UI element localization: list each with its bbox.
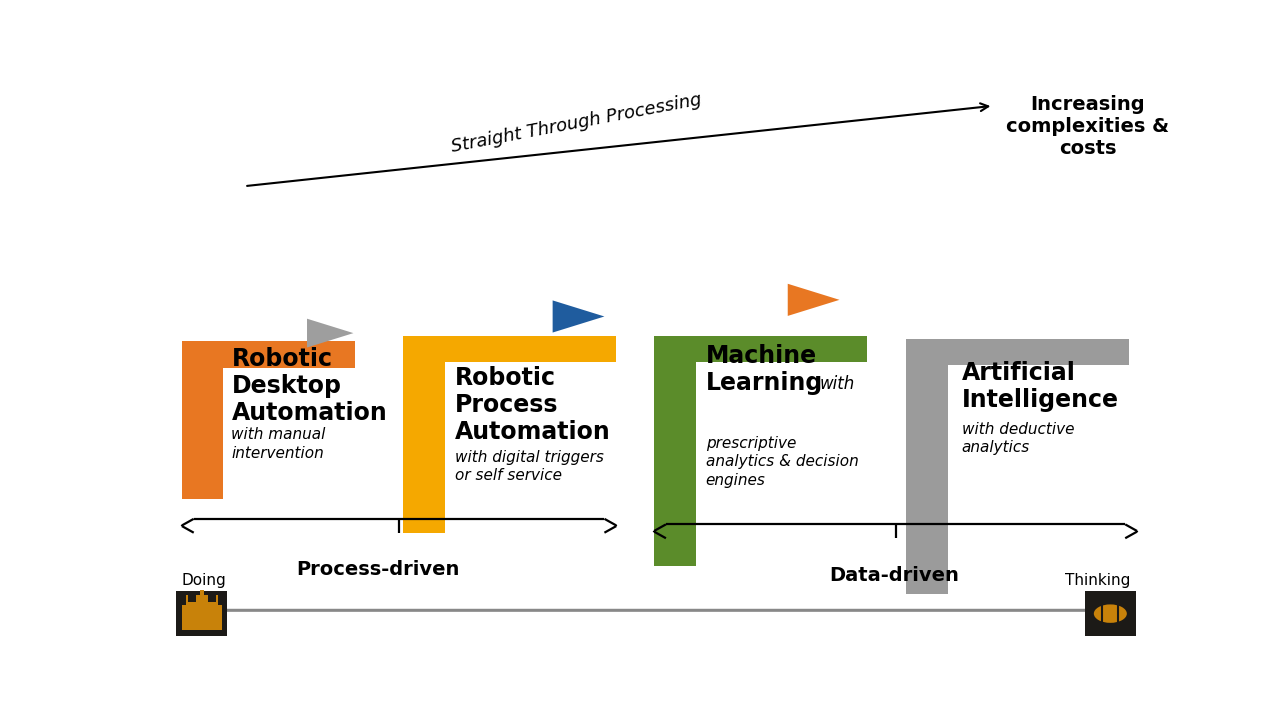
- Bar: [906, 338, 1129, 365]
- Text: Machine
Learning: Machine Learning: [705, 344, 823, 395]
- Circle shape: [1094, 604, 1126, 623]
- Polygon shape: [307, 319, 353, 348]
- Text: Process-driven: Process-driven: [297, 560, 460, 580]
- Bar: [1084, 591, 1137, 636]
- Text: Increasing
complexities &
costs: Increasing complexities & costs: [1006, 95, 1169, 158]
- Text: Straight Through Processing: Straight Through Processing: [449, 90, 704, 156]
- Bar: [207, 593, 215, 603]
- Text: Doing: Doing: [182, 573, 227, 588]
- Bar: [654, 336, 868, 362]
- Text: Artificial
Intelligence: Artificial Intelligence: [961, 361, 1119, 412]
- Bar: [175, 591, 228, 636]
- Bar: [186, 595, 218, 605]
- Bar: [182, 341, 224, 500]
- Bar: [182, 605, 221, 630]
- Bar: [403, 336, 444, 533]
- Text: with manual
intervention: with manual intervention: [232, 428, 326, 461]
- Text: with deductive
analytics: with deductive analytics: [961, 422, 1074, 456]
- Text: with: with: [819, 374, 855, 392]
- Text: Robotic
Process
Automation: Robotic Process Automation: [454, 366, 611, 444]
- Bar: [654, 336, 696, 566]
- Bar: [188, 593, 196, 603]
- Text: Data-driven: Data-driven: [829, 566, 959, 585]
- Text: with digital triggers
or self service: with digital triggers or self service: [454, 449, 603, 483]
- Polygon shape: [787, 284, 840, 316]
- Bar: [182, 341, 356, 368]
- Text: Thinking: Thinking: [1065, 573, 1130, 588]
- Bar: [200, 590, 204, 595]
- Text: prescriptive
analytics & decision
engines: prescriptive analytics & decision engine…: [705, 436, 859, 488]
- Polygon shape: [553, 300, 604, 333]
- Text: Robotic
Desktop
Automation: Robotic Desktop Automation: [232, 347, 387, 425]
- Bar: [403, 336, 617, 362]
- Bar: [906, 338, 947, 594]
